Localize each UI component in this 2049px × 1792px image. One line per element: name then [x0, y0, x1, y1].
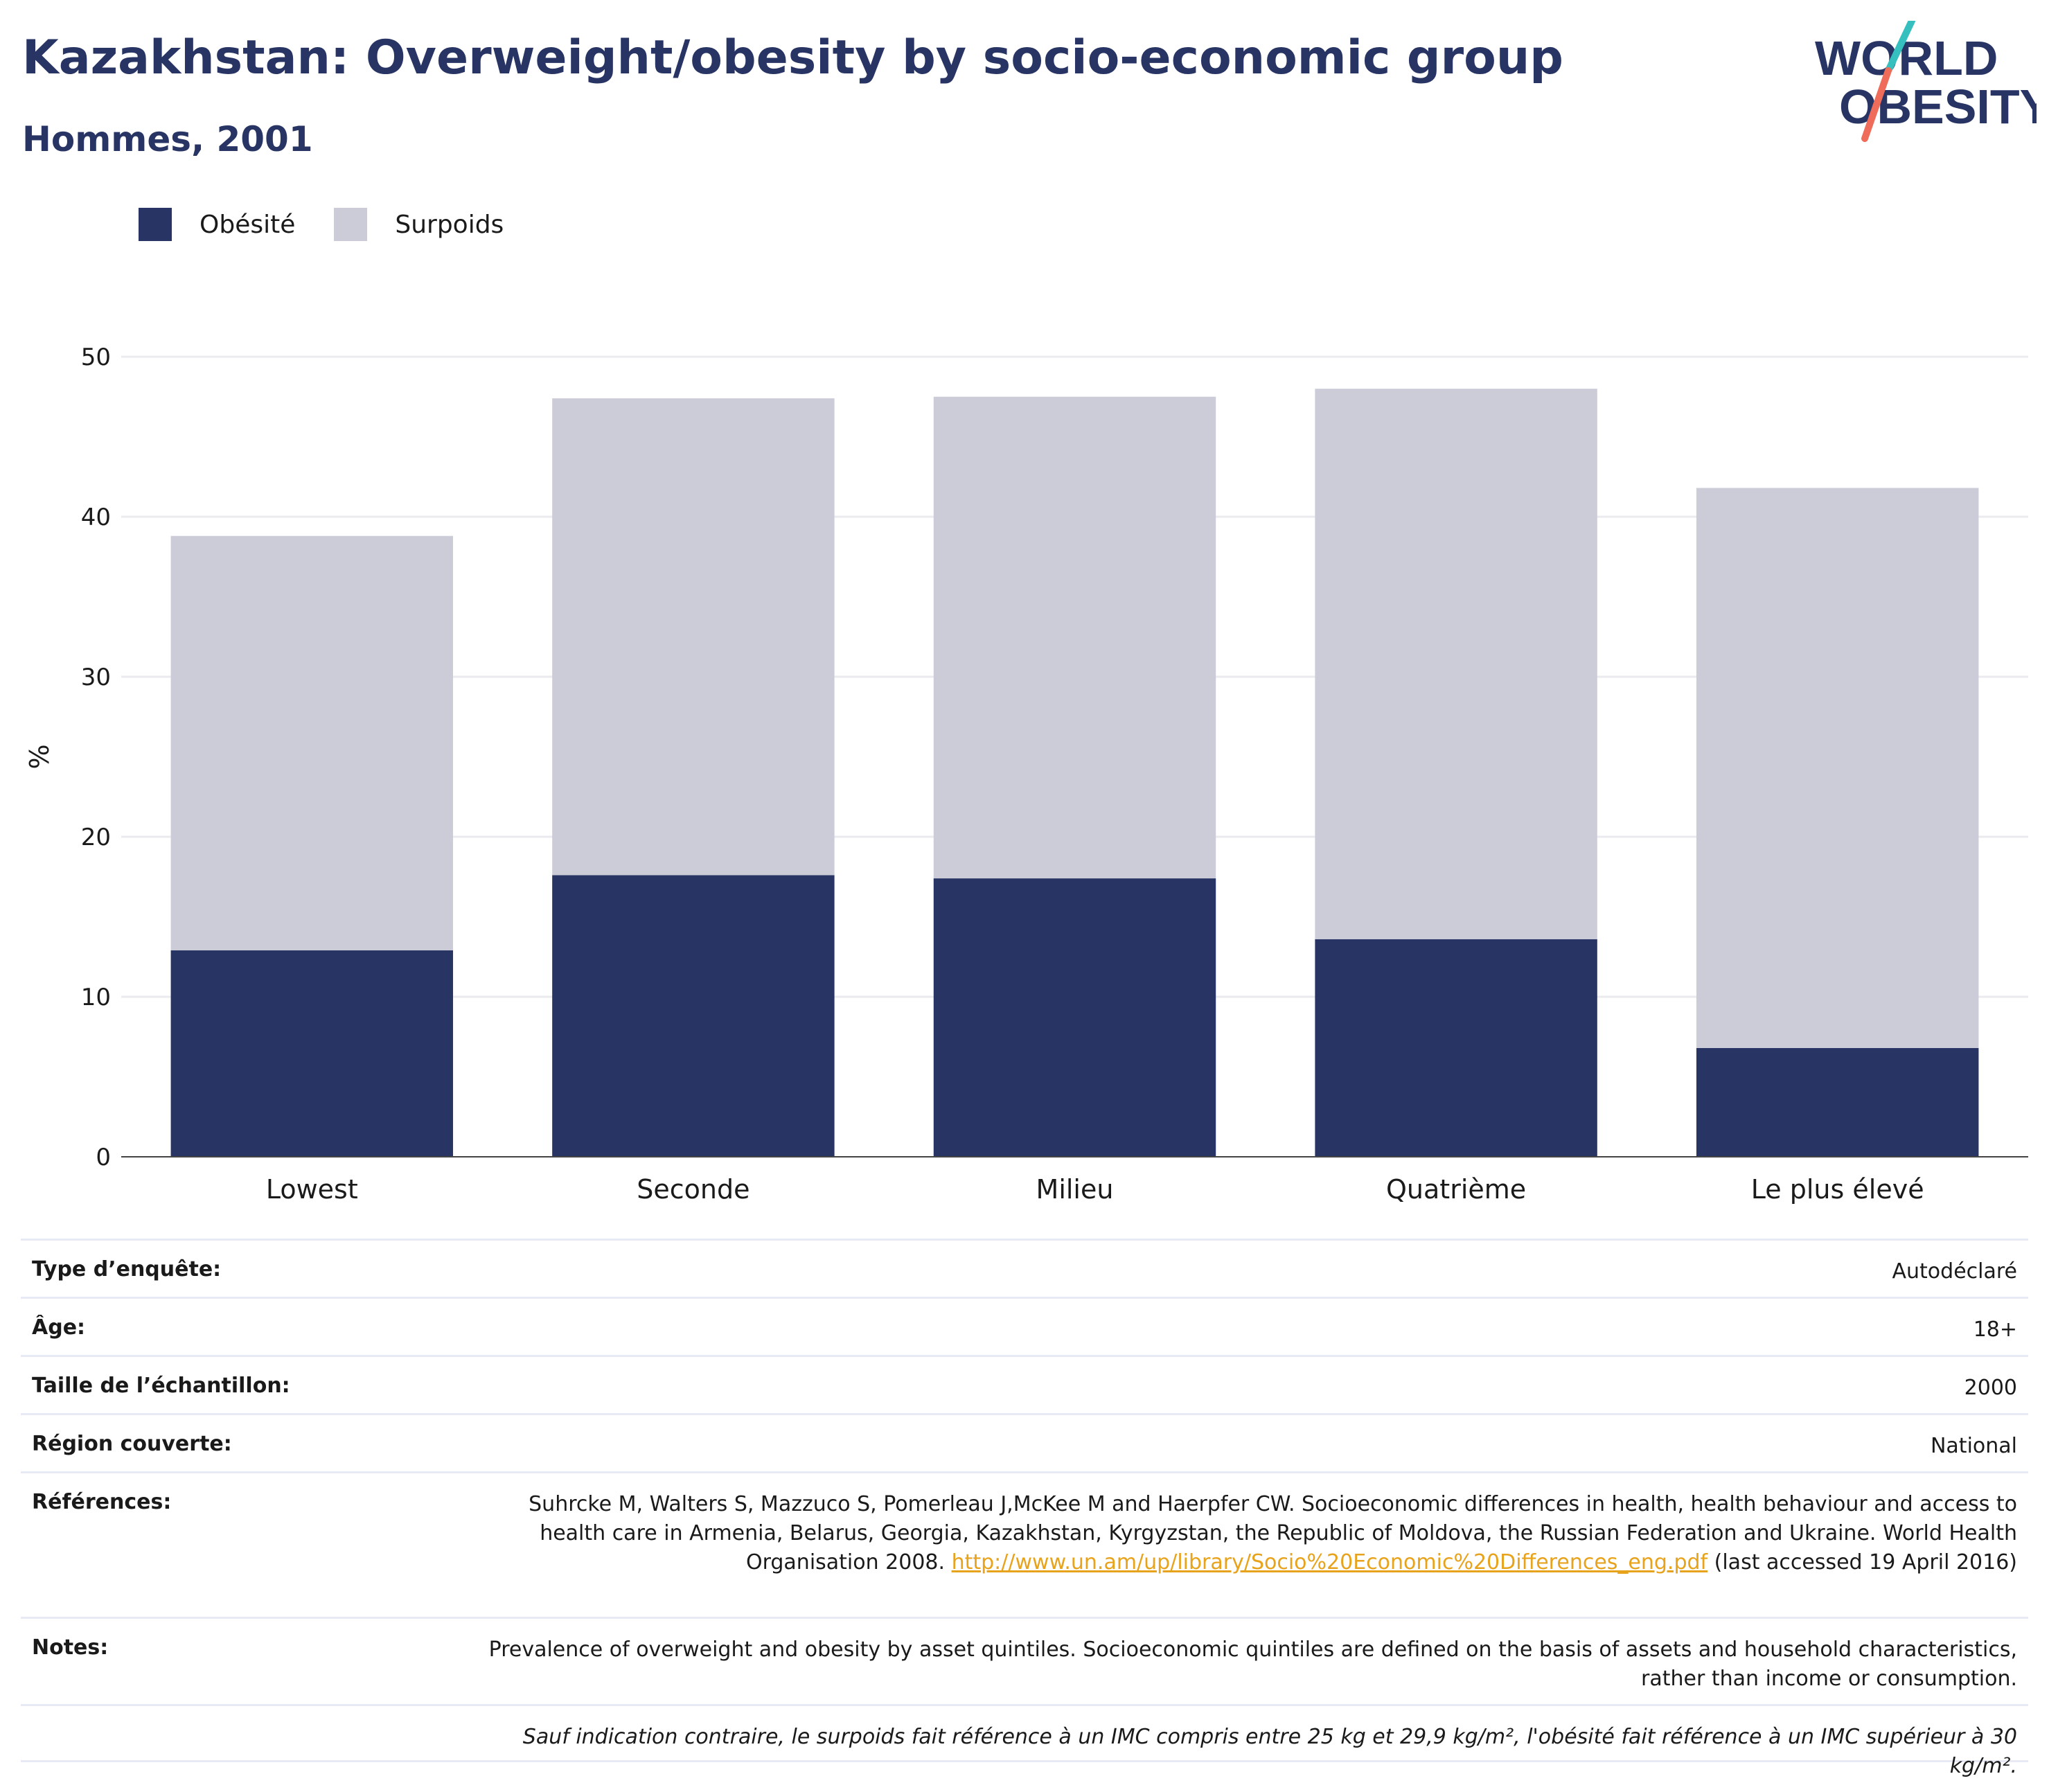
meta-row-footnote: Sauf indication contraire, le surpoids f… — [21, 1704, 2028, 1778]
logo-slash-bottom — [1861, 67, 1892, 142]
bar-obesite — [1696, 1047, 1979, 1157]
x-tick-label: Milieu — [1036, 1174, 1114, 1205]
chart-subtitle: Hommes, 2001 — [22, 119, 313, 159]
meta-row-region: Région couverte: National — [21, 1413, 2028, 1471]
meta-row-notes: Notes: Prevalence of overweight and obes… — [21, 1617, 2028, 1704]
bar-surpoids — [170, 535, 454, 951]
chart-title: Kazakhstan: Overweight/obesity by socio-… — [22, 30, 1563, 85]
meta-row-references: Références: Suhrcke M, Walters S, Mazzuc… — [21, 1471, 2028, 1617]
legend-swatch-obesite — [139, 208, 172, 241]
bar-surpoids — [552, 398, 835, 876]
meta-row-survey-type: Type d’enquête: Autodéclaré — [21, 1239, 2028, 1297]
meta-row-sample-size: Taille de l’échantillon: 2000 — [21, 1355, 2028, 1413]
meta-value-references: Suhrcke M, Walters S, Mazzuco S, Pomerle… — [472, 1490, 2017, 1577]
references-text: Suhrcke M, Walters S, Mazzuco S, Pomerle… — [529, 1492, 2017, 1574]
meta-label-region: Région couverte: — [32, 1432, 232, 1456]
x-tick-label: Seconde — [637, 1174, 749, 1205]
x-tick-label: Le plus élevé — [1751, 1174, 1924, 1205]
bar-obesite — [552, 875, 835, 1157]
y-tick-label: 10 — [81, 984, 111, 1011]
y-tick-label: 30 — [81, 664, 111, 691]
bar-surpoids — [933, 396, 1216, 879]
meta-row-age: Âge: 18+ — [21, 1297, 2028, 1355]
meta-label-references: Références: — [32, 1490, 172, 1514]
meta-label-age: Âge: — [32, 1315, 86, 1340]
meta-value-sample-size: 2000 — [1964, 1376, 2017, 1400]
references-accessed-note: (last accessed 19 April 2016) — [1708, 1550, 2017, 1574]
meta-value-survey-type: Autodéclaré — [1892, 1259, 2018, 1284]
meta-value-region: National — [1930, 1434, 2017, 1458]
chart-legend: Obésité Surpoids — [139, 205, 542, 244]
meta-value-age: 18+ — [1973, 1318, 2017, 1342]
legend-swatch-surpoids — [334, 208, 368, 241]
x-tick-label: Quatrième — [1386, 1174, 1526, 1205]
survey-details-table: Type d’enquête: Autodéclaré Âge: 18+ Tai… — [21, 1239, 2028, 1778]
legend-item-surpoids[interactable]: Surpoids — [334, 208, 504, 241]
y-tick-label: 50 — [81, 344, 111, 371]
bar-surpoids — [1696, 488, 1979, 1048]
meta-label-notes: Notes: — [32, 1635, 109, 1660]
references-link[interactable]: http://www.un.am/up/library/Socio%20Econ… — [951, 1550, 1708, 1574]
legend-label-obesite: Obésité — [199, 210, 296, 239]
y-tick-label: 0 — [96, 1144, 111, 1171]
meta-label-survey-type: Type d’enquête: — [32, 1257, 222, 1281]
y-tick-label: 20 — [81, 824, 111, 851]
logo-slash-top — [1885, 21, 1915, 74]
bar-surpoids — [1315, 389, 1597, 939]
y-axis-title: % — [24, 744, 55, 769]
stacked-bar-chart: 0 10 20 30 40 50% Lowest Seconde Milieu Quatrième… — [24, 344, 2028, 1205]
bar-obesite — [933, 878, 1216, 1157]
meta-label-sample-size: Taille de l’échantillon: — [32, 1374, 290, 1398]
legend-label-surpoids: Surpoids — [395, 210, 504, 239]
world-obesity-logo: WORLD OBESITY — [1801, 21, 2037, 152]
x-tick-label: Lowest — [266, 1174, 358, 1205]
bar-obesite — [170, 950, 454, 1157]
y-tick-label: 40 — [81, 504, 111, 531]
meta-value-notes: Prevalence of overweight and obesity by … — [488, 1638, 2017, 1691]
legend-item-obesite[interactable]: Obésité — [139, 208, 295, 241]
bmi-definition-footnote: Sauf indication contraire, le surpoids f… — [522, 1725, 2017, 1778]
bar-obesite — [1315, 939, 1597, 1157]
